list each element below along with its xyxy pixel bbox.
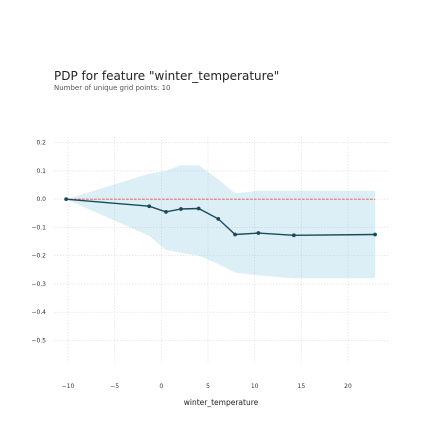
x-tick-label: 0 <box>159 383 163 390</box>
y-tick-label: 0.2 <box>36 140 46 147</box>
chart-title: PDP for feature "winter_temperature" <box>54 69 280 83</box>
pdp-line-layer <box>66 198 376 237</box>
pdp-point <box>179 207 183 211</box>
pdp-point <box>164 209 168 214</box>
pdp-point <box>233 232 237 237</box>
pdp-point-layer <box>64 197 377 238</box>
grid <box>54 137 390 363</box>
chart-subtitle: Number of unique grid points: 10 <box>54 84 171 92</box>
x-tick-label: −5 <box>110 383 119 390</box>
pdp-point <box>147 204 152 209</box>
x-tick-label: 20 <box>344 383 352 390</box>
pdp-point <box>64 197 69 202</box>
pdp-point <box>196 206 201 211</box>
y-tick-label: −0.3 <box>31 281 46 288</box>
x-tick-label: 10 <box>251 383 259 390</box>
y-axis-ticks: 0.2 0.1 0.0 −0.1 −0.2 −0.3 −0.4 −0.5 <box>31 140 46 345</box>
pdp-point <box>216 217 221 221</box>
x-tick-label: 15 <box>298 383 306 390</box>
x-axis-ticks: −10 −5 0 5 10 15 20 <box>62 383 352 390</box>
x-tick-label: 5 <box>206 383 210 390</box>
pdp-point <box>256 231 261 235</box>
y-tick-label: 0.0 <box>36 196 46 203</box>
y-tick-label: −0.1 <box>31 224 46 231</box>
pdp-line <box>66 198 376 237</box>
x-axis-label: winter_temperature <box>184 398 259 407</box>
y-tick-label: −0.5 <box>31 337 46 344</box>
y-tick-label: −0.4 <box>31 309 46 316</box>
y-tick-label: 0.1 <box>36 168 46 175</box>
pdp-point <box>291 233 296 238</box>
x-tick-label: −10 <box>62 383 75 390</box>
pdp-point <box>373 232 377 237</box>
y-tick-label: −0.2 <box>31 253 46 260</box>
